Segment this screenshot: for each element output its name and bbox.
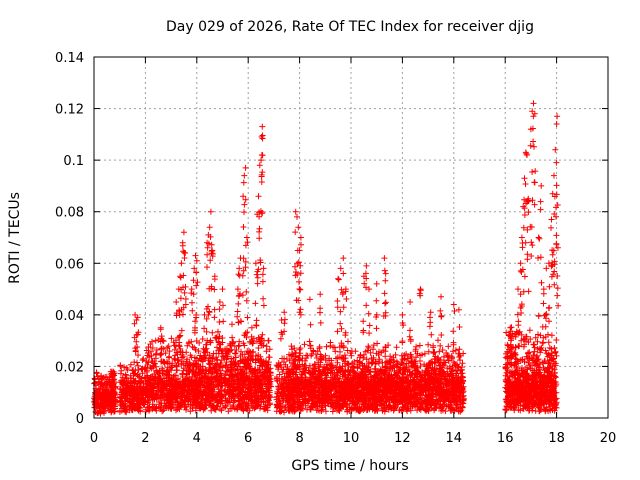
x-tick-label: 10 bbox=[343, 431, 360, 446]
roti-series-markers bbox=[91, 100, 562, 417]
y-tick-label: 0.1 bbox=[63, 154, 84, 169]
x-tick-label: 16 bbox=[497, 431, 514, 446]
y-axis-label: ROTI / TECUs bbox=[7, 192, 23, 284]
x-tick-label: 4 bbox=[193, 431, 201, 446]
y-tick-label: 0.02 bbox=[55, 360, 84, 375]
y-tick-label: 0.14 bbox=[55, 51, 84, 66]
y-tick-label: 0.08 bbox=[55, 206, 84, 221]
y-tick-label: 0.04 bbox=[55, 309, 84, 324]
x-tick-label: 12 bbox=[394, 431, 411, 446]
x-tick-label: 20 bbox=[600, 431, 617, 446]
y-tick-label: 0.12 bbox=[55, 103, 84, 118]
x-tick-label: 14 bbox=[446, 431, 463, 446]
x-tick-label: 6 bbox=[244, 431, 252, 446]
axis-ticks: 0 2 4 6 8 10 12 14 16 18 20 0 0.02 0.04 0.06 0.08 0.1 0.1… bbox=[55, 51, 616, 446]
x-tick-label: 8 bbox=[295, 431, 303, 446]
x-axis-label: GPS time / hours bbox=[291, 458, 408, 474]
x-tick-label: 0 bbox=[90, 431, 98, 446]
x-tick-label: 18 bbox=[548, 431, 565, 446]
y-tick-label: 0 bbox=[76, 412, 84, 427]
x-tick-label: 2 bbox=[141, 431, 149, 446]
data-points bbox=[91, 100, 562, 417]
chart-title: Day 029 of 2026, Rate Of TEC Index for r… bbox=[166, 19, 534, 35]
y-tick-label: 0.06 bbox=[55, 257, 84, 272]
